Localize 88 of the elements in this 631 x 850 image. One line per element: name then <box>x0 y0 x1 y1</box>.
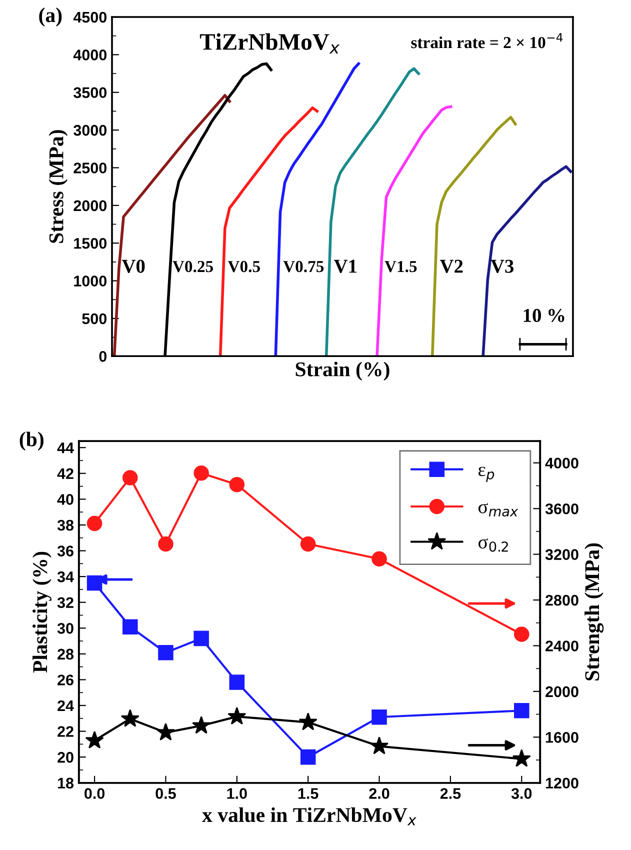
y2-tick-label: 3200 <box>545 549 578 560</box>
y-tick-label: 2500 <box>74 162 107 174</box>
series-label: V0.25 <box>172 260 213 272</box>
y-axis-title: Plasticity (%) <box>32 552 52 673</box>
legend-label: σ$_{max}$ <box>478 503 518 517</box>
y-tick-label: 42 <box>57 468 74 479</box>
legend-label: ε$_{p}$ <box>478 466 494 482</box>
point <box>194 466 209 481</box>
y-axis-title: Stress (MPa) <box>48 130 68 243</box>
y2-tick-label: 2800 <box>546 594 578 606</box>
y-tick-label: 0 <box>99 351 107 362</box>
y-tick-label: 1000 <box>74 276 107 286</box>
y-tick-label: 2000 <box>74 200 107 212</box>
y-tick-label: 32 <box>57 597 74 608</box>
y2-tick-label: 2400 <box>546 640 578 652</box>
series-label: V2 <box>440 260 463 273</box>
chart-title: (a) <box>39 8 62 26</box>
point <box>122 470 138 486</box>
y-tick-label: 3000 <box>74 124 107 136</box>
point <box>370 736 389 754</box>
point <box>512 749 531 767</box>
x-tick-label: 2.5 <box>440 788 461 799</box>
line-series <box>482 165 572 356</box>
y-tick-label: 500 <box>82 313 107 324</box>
point <box>122 619 138 634</box>
x-axis-title: x value in TiZrNbMoV$_{x}$ <box>202 807 416 826</box>
y-tick-label: 18 <box>58 778 74 789</box>
x-tick-label: 1.0 <box>227 788 247 799</box>
point <box>229 476 245 492</box>
y2-axis-title: Strength (MPa) <box>584 543 604 680</box>
line-series <box>430 116 517 356</box>
line-series <box>324 67 420 356</box>
y-tick-label: 30 <box>57 622 74 634</box>
point <box>300 536 316 552</box>
point <box>298 712 318 730</box>
point <box>300 749 316 765</box>
y-tick-label: 3500 <box>74 87 107 98</box>
point <box>372 709 387 725</box>
y-tick-label: 4000 <box>73 50 107 60</box>
annotation: strain rate = 2 × 10$^{−4}$ <box>411 33 563 48</box>
point <box>86 575 102 591</box>
legend-label: σ$_{0.2}$ <box>478 538 508 552</box>
point <box>158 536 174 552</box>
y2-tick-label: 4000 <box>545 458 578 469</box>
annotation: 10 % <box>524 308 564 322</box>
point <box>229 674 245 690</box>
point <box>158 644 174 660</box>
point <box>156 722 175 741</box>
annotation: TiZrNbMoV$_{x}$ <box>200 33 340 54</box>
y2-tick-label: 2000 <box>546 686 578 698</box>
line-series <box>274 62 360 356</box>
y-tick-label: 20 <box>58 752 74 763</box>
point <box>372 551 387 566</box>
y2-tick-label: 1200 <box>546 778 578 789</box>
series-label: V1.5 <box>384 260 417 272</box>
point <box>192 716 211 734</box>
point <box>514 626 530 642</box>
x-tick-label: 3.0 <box>511 788 532 799</box>
y-tick-label: 40 <box>57 494 74 505</box>
point <box>86 516 102 532</box>
x-tick-label: 0.0 <box>84 788 105 799</box>
y-tick-label: 4500 <box>73 12 107 23</box>
series-label: V3 <box>490 260 514 273</box>
x-tick-label: 1.5 <box>298 788 318 799</box>
y-tick-label: 44 <box>57 442 74 454</box>
y-tick-label: 28 <box>58 648 74 660</box>
y2-tick-label: 3600 <box>545 503 578 514</box>
x-tick-label: 0.5 <box>156 788 176 799</box>
series-label: V0 <box>122 260 145 273</box>
y-tick-label: 36 <box>57 546 74 556</box>
point <box>194 630 209 646</box>
x-axis-title: Strain (%) <box>296 362 390 381</box>
series-label: V1 <box>334 260 356 273</box>
x-tick-label: 2.0 <box>369 788 390 799</box>
series-label: V0.75 <box>283 260 324 272</box>
y-tick-label: 22 <box>58 726 74 737</box>
y2-tick-label: 1600 <box>546 732 578 743</box>
point <box>120 709 140 727</box>
point <box>85 730 104 749</box>
series-label: V0.5 <box>228 260 260 272</box>
chart-title: (b) <box>20 432 44 451</box>
y-tick-label: 1500 <box>74 238 107 249</box>
y-tick-label: 38 <box>57 520 74 531</box>
point <box>228 706 246 725</box>
y-tick-label: 34 <box>57 571 74 582</box>
point <box>514 703 530 718</box>
y-tick-label: 24 <box>58 700 74 712</box>
y-tick-label: 26 <box>58 674 74 686</box>
